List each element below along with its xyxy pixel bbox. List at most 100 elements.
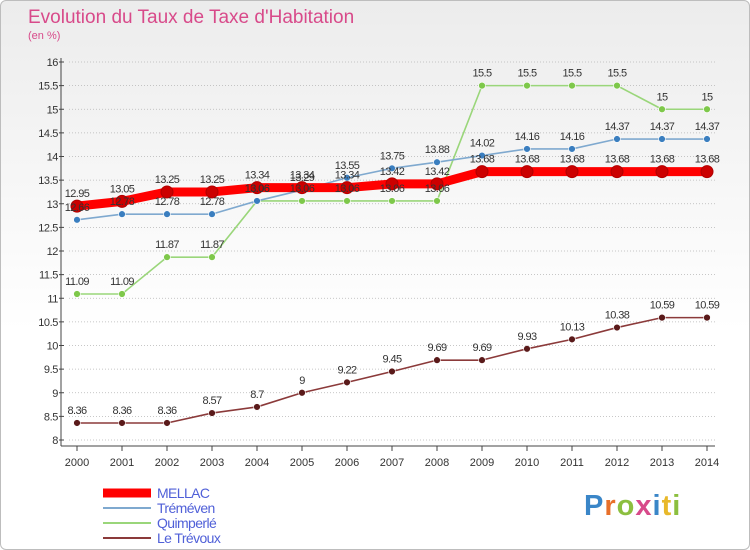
- y-tick-label: 15.5: [38, 81, 58, 93]
- data-point: [118, 290, 126, 298]
- data-label: 13.06: [335, 183, 360, 195]
- legend-label: MELLAC: [157, 485, 210, 501]
- data-point: [568, 145, 576, 153]
- logo-letter: P: [584, 490, 605, 522]
- y-tick-label: 15: [47, 104, 59, 116]
- data-point: [613, 135, 621, 143]
- data-point: [208, 253, 216, 261]
- proxiti-logo: Proxiti: [584, 490, 681, 523]
- data-label: 9.22: [337, 364, 356, 376]
- data-point: [433, 158, 441, 166]
- data-label: 13.34: [290, 170, 315, 182]
- data-label: 11.09: [65, 276, 89, 288]
- y-tick-label: 16: [47, 57, 59, 69]
- data-label: 13.68: [605, 154, 630, 166]
- x-tick-label: 2012: [605, 457, 629, 469]
- data-label: 13.42: [425, 166, 450, 178]
- data-point: [658, 135, 666, 143]
- y-tick-label: 12: [47, 246, 59, 258]
- data-label: 9.45: [382, 353, 401, 365]
- data-label: 15.5: [562, 68, 581, 80]
- data-label: 8.36: [112, 405, 131, 417]
- y-tick-label: 14.5: [38, 128, 58, 140]
- logo-letter: i: [652, 490, 662, 522]
- data-label: 13.55: [335, 160, 360, 172]
- data-point: [298, 197, 306, 205]
- data-label: 14.37: [695, 121, 720, 133]
- y-tick-label: 10: [47, 341, 59, 353]
- y-tick-label: 9: [52, 388, 58, 400]
- data-point: [73, 290, 81, 298]
- data-point: [250, 181, 264, 195]
- y-tick-label: 11.5: [39, 270, 58, 282]
- data-point: [565, 165, 579, 179]
- data-point: [610, 165, 624, 179]
- logo-letter: o: [616, 490, 636, 522]
- data-point: [205, 185, 219, 199]
- data-point: [208, 409, 216, 417]
- data-label: 13.25: [155, 174, 180, 186]
- data-label: 8.36: [157, 405, 176, 417]
- data-point: [613, 81, 621, 90]
- logo-letter: x: [635, 490, 653, 522]
- data-label: 15: [701, 91, 713, 103]
- data-point: [568, 335, 576, 344]
- data-point: [70, 199, 84, 213]
- data-label: 9.93: [517, 331, 536, 343]
- logo-letter: i: [672, 490, 682, 522]
- data-label: 14.37: [650, 121, 675, 133]
- data-label: 12.95: [65, 188, 90, 200]
- chart-title: Evolution du Taux de Taxe d'Habitation: [28, 7, 355, 28]
- data-label: 8.36: [67, 405, 86, 417]
- data-label: 9.69: [472, 342, 491, 354]
- data-label: 14.16: [515, 131, 540, 143]
- x-tick-label: 2007: [380, 457, 404, 469]
- data-point: [658, 105, 666, 113]
- y-tick-label: 13: [47, 199, 59, 211]
- y-tick-label: 10.5: [38, 317, 58, 329]
- data-label: 11.09: [110, 276, 134, 288]
- data-label: 10.38: [605, 310, 630, 322]
- data-point: [118, 210, 126, 218]
- data-label: 8.57: [202, 395, 221, 407]
- y-tick-label: 12.5: [38, 222, 58, 234]
- data-point: [208, 210, 216, 218]
- data-label: 15.5: [472, 68, 491, 80]
- data-point: [388, 164, 396, 173]
- data-label: 13.42: [380, 166, 405, 178]
- data-point: [703, 105, 711, 113]
- data-point: [253, 197, 261, 205]
- data-label: 10.59: [695, 300, 720, 312]
- data-point: [523, 145, 531, 153]
- data-label: 12.78: [110, 196, 135, 208]
- data-point: [658, 313, 666, 322]
- x-tick-label: 2005: [290, 457, 314, 469]
- x-tick-label: 2001: [110, 457, 134, 469]
- data-label: 13.88: [425, 144, 450, 156]
- data-point: [703, 135, 711, 143]
- x-tick-label: 2006: [335, 457, 359, 469]
- data-label: 13.34: [245, 170, 270, 182]
- data-point: [115, 194, 129, 208]
- data-label: 12.78: [155, 196, 180, 208]
- data-point: [523, 345, 531, 353]
- x-tick-label: 2014: [695, 457, 719, 469]
- data-label: 10.59: [650, 300, 675, 312]
- y-tick-label: 11: [47, 293, 58, 305]
- data-label: 13.05: [110, 183, 135, 195]
- data-label: 10.13: [560, 321, 585, 333]
- x-tick-label: 2002: [155, 457, 179, 469]
- y-tick-label: 9.5: [44, 364, 58, 376]
- data-label: 13.68: [560, 154, 585, 166]
- data-label: 9.69: [427, 342, 446, 354]
- data-label: 8.7: [250, 389, 264, 401]
- data-point: [163, 210, 171, 218]
- data-label: 13.06: [290, 183, 315, 195]
- x-tick-label: 2010: [515, 457, 539, 469]
- x-tick-label: 2009: [470, 457, 494, 469]
- data-point: [433, 197, 441, 205]
- data-point: [340, 181, 354, 195]
- data-point: [118, 419, 126, 427]
- data-label: 12.78: [200, 196, 225, 208]
- data-label: 13.06: [245, 183, 270, 195]
